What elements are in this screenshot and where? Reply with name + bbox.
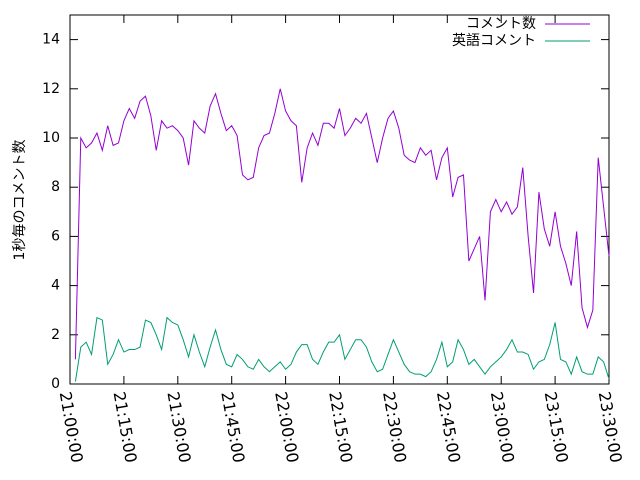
y-tick-label: 12 [42, 81, 60, 97]
x-tick-label: 21:30:00 [163, 390, 194, 464]
y-tick-label: 4 [51, 278, 60, 294]
x-tick-label: 23:15:00 [541, 390, 572, 464]
x-tick-label: 21:45:00 [217, 390, 248, 464]
x-tick-label: 21:00:00 [56, 390, 87, 464]
y-tick-label: 8 [51, 179, 60, 195]
x-tick-label: 22:15:00 [325, 390, 356, 464]
y-tick-label: 2 [51, 327, 60, 343]
x-tick-label: 22:30:00 [379, 390, 410, 464]
x-tick-label: 21:15:00 [110, 390, 141, 464]
x-tick-label: 23:30:00 [595, 390, 626, 464]
y-tick-label: 6 [51, 228, 60, 244]
x-tick-label: 22:45:00 [433, 390, 464, 464]
series-line [74, 316, 610, 382]
y-tick-label: 0 [51, 376, 60, 392]
y-tick-label: 10 [42, 130, 60, 146]
y-tick-label: 14 [42, 32, 60, 48]
y-axis-label: 1秒毎のコメント数 [12, 140, 28, 261]
legend-label: コメント数 [466, 16, 536, 32]
x-tick-label: 22:00:00 [271, 390, 302, 464]
plot-border [69, 14, 610, 385]
series-line [74, 88, 610, 360]
x-tick-label: 23:00:00 [487, 390, 518, 464]
legend-label: 英語コメント [452, 32, 536, 49]
